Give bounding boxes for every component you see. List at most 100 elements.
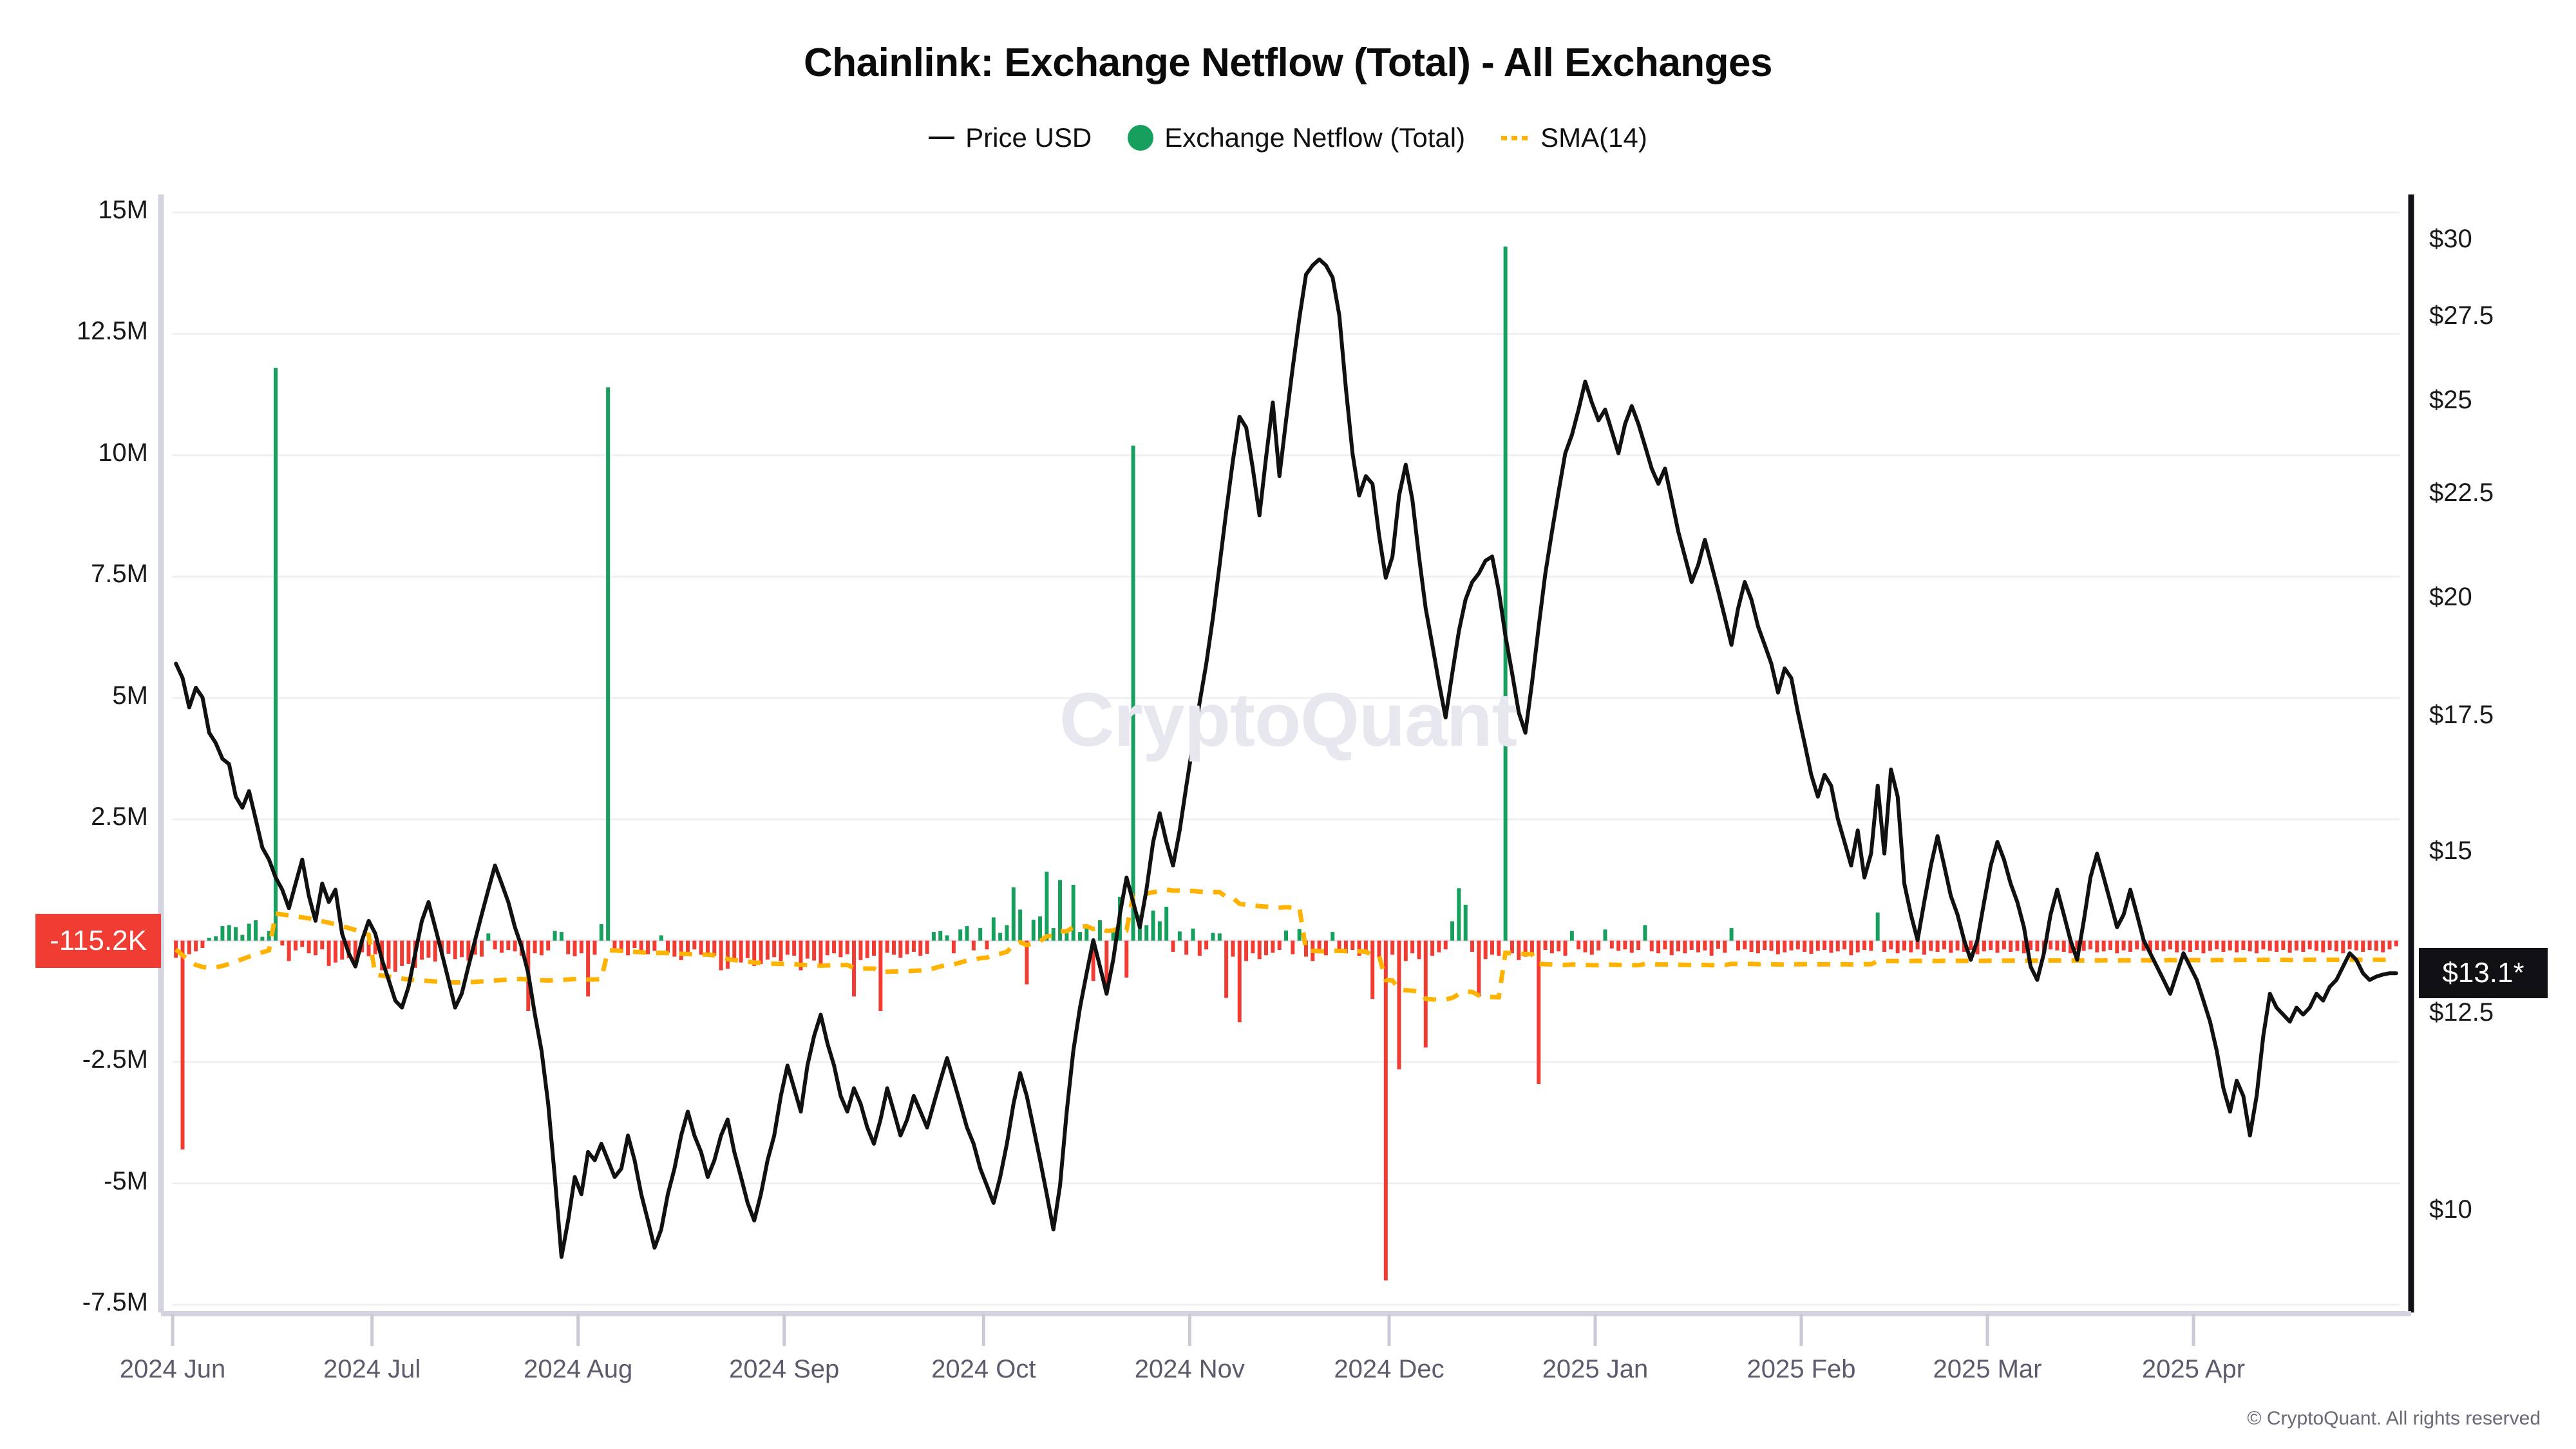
netflow-bar — [685, 940, 690, 952]
netflow-bar — [659, 935, 663, 941]
netflow-bar — [632, 940, 637, 948]
y-axis-left-tick-5: 2.5M — [91, 802, 148, 831]
netflow-bar — [293, 940, 298, 951]
netflow-bar — [1776, 940, 1780, 954]
netflow-bar — [513, 940, 517, 952]
netflow-bar — [1523, 940, 1528, 957]
netflow-bar — [1403, 940, 1408, 961]
netflow-bar — [386, 940, 391, 969]
y-axis-right-tick-9: $10 — [2429, 1195, 2472, 1224]
netflow-bar — [832, 940, 837, 954]
netflow-bar — [891, 940, 896, 955]
y-axis-left-tick-2: 10M — [98, 438, 148, 467]
netflow-bar — [479, 940, 484, 957]
netflow-bar — [313, 940, 317, 956]
netflow-bar — [732, 940, 737, 960]
netflow-bar — [679, 940, 683, 960]
netflow-bar — [254, 920, 258, 941]
netflow-bar — [426, 940, 431, 958]
netflow-bar — [1749, 940, 1754, 952]
legend-item-sma14[interactable]: SMA(14) — [1501, 122, 1647, 153]
netflow-bar — [1443, 940, 1448, 950]
netflow-bar — [1011, 887, 1016, 941]
netflow-bar — [2208, 940, 2212, 951]
netflow-bar — [1370, 940, 1375, 999]
netflow-bar — [466, 940, 471, 961]
netflow-bar — [1596, 940, 1601, 951]
netflow-bar — [1497, 940, 1501, 956]
netflow-bar — [1503, 246, 1508, 941]
netflow-bar — [2015, 940, 2020, 951]
netflow-bar — [1151, 910, 1155, 941]
netflow-bar — [307, 940, 311, 954]
netflow-bar — [2141, 940, 2146, 951]
sma14-line — [174, 887, 2396, 1002]
netflow-bar — [739, 940, 743, 963]
netflow-bar — [945, 935, 949, 941]
netflow-bar — [1696, 940, 1700, 952]
netflow-bar — [2135, 940, 2139, 950]
netflow-bar — [280, 940, 285, 946]
netflow-bar — [2009, 940, 2013, 952]
watermark: CryptoQuant — [1059, 677, 1517, 762]
netflow-bar — [1636, 940, 1641, 950]
netflow-bar — [1450, 921, 1455, 941]
netflow-bar — [1995, 940, 2000, 953]
y-axis-right-tick-3: $22.5 — [2429, 478, 2494, 507]
netflow-bar — [1291, 940, 1295, 954]
legend-label-price-usd: Price USD — [965, 122, 1092, 153]
price-usd-line — [174, 257, 2398, 1259]
netflow-bar — [586, 940, 591, 997]
netflow-bar — [1769, 940, 1774, 951]
netflow-bar — [1410, 940, 1415, 954]
netflow-bar — [433, 940, 437, 962]
netflow-bar — [792, 940, 797, 956]
netflow-bar — [499, 940, 504, 953]
netflow-bar — [1237, 940, 1242, 1023]
netflow-bar — [2088, 940, 2093, 950]
netflow-bar — [2055, 940, 2060, 951]
netflow-bar — [2115, 940, 2119, 954]
netflow-bar — [460, 940, 464, 958]
netflow-bar — [1649, 940, 1654, 952]
netflow-bar — [1809, 940, 1814, 954]
netflow-bar — [1583, 940, 1587, 952]
x-axis-tick-3: 2024 Sep — [729, 1355, 840, 1383]
legend-item-exchange-netflow[interactable]: Exchange Netflow (Total) — [1128, 122, 1465, 153]
netflow-bar — [1823, 940, 1827, 950]
netflow-bar — [785, 940, 790, 955]
y-axis-left-tick-0: 15M — [98, 196, 148, 224]
netflow-bar — [227, 925, 231, 941]
netflow-bar — [2381, 940, 2385, 952]
netflow-bar — [1065, 930, 1069, 941]
netflow-bar — [2155, 940, 2159, 950]
netflow-bar — [1609, 940, 1614, 949]
netflow-bar — [1557, 940, 1561, 952]
netflow-bar — [2255, 940, 2259, 954]
netflow-bar — [1689, 940, 1694, 950]
netflow-bar — [366, 940, 371, 956]
netflow-bar — [1949, 940, 1953, 953]
y-axis-left-tick-4: 5M — [112, 681, 148, 710]
netflow-bar — [579, 940, 583, 954]
netflow-bar — [373, 940, 377, 954]
netflow-bar — [965, 926, 969, 941]
netflow-bar — [878, 940, 883, 1011]
netflow-bar — [1909, 940, 1913, 952]
netflow-bar — [646, 940, 650, 954]
netflow-bar — [1589, 940, 1594, 955]
netflow-bar — [2095, 940, 2099, 952]
netflow-bar — [200, 940, 205, 948]
netflow-bar — [1643, 925, 1647, 941]
netflow-bar — [333, 940, 337, 963]
netflow-bar — [1124, 940, 1129, 978]
netflow-bar — [1164, 906, 1169, 941]
netflow-bar — [1895, 940, 1900, 954]
legend-item-price-usd[interactable]: Price USD — [929, 122, 1092, 153]
netflow-bar — [1383, 940, 1388, 1281]
netflow-bar — [951, 940, 956, 954]
netflow-bar — [1224, 940, 1229, 998]
netflow-bar — [1463, 904, 1468, 941]
netflow-bar — [1935, 940, 1940, 952]
